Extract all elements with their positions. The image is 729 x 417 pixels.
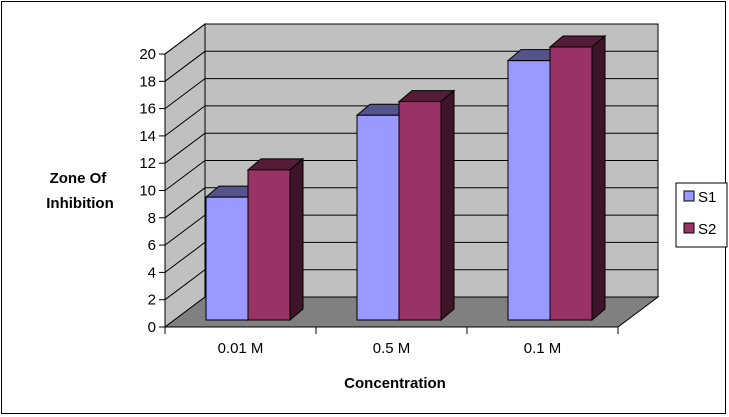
x-tick-label: 0.1 M bbox=[524, 340, 562, 357]
bar bbox=[246, 157, 305, 322]
bar-front bbox=[507, 60, 551, 321]
bar-front bbox=[205, 196, 249, 321]
x-axis-title: Concentration bbox=[344, 375, 446, 392]
gridline bbox=[164, 241, 658, 273]
y-tick-labels: 0 2 4 6 8 10 12 14 16 18 20 bbox=[139, 46, 156, 336]
bar bbox=[548, 34, 607, 322]
gridline bbox=[164, 50, 658, 82]
y-tick-label: 0 bbox=[148, 319, 156, 336]
gridline bbox=[164, 187, 658, 219]
y-tick-label: 12 bbox=[139, 155, 156, 172]
x-tick-labels: 0.01 M 0.5 M 0.1 M bbox=[218, 340, 562, 357]
y-tick-label: 4 bbox=[148, 264, 156, 281]
axes bbox=[159, 53, 619, 334]
bar bbox=[397, 89, 456, 322]
legend-label: S2 bbox=[698, 221, 716, 238]
bar-front bbox=[398, 101, 442, 321]
legend: S1 S2 bbox=[675, 182, 728, 248]
x-tick-label: 0.01 M bbox=[218, 340, 264, 357]
y-tick-label: 2 bbox=[148, 292, 156, 309]
gridline bbox=[164, 23, 658, 55]
y-tick-label: 8 bbox=[148, 210, 156, 227]
bar-side bbox=[289, 157, 304, 322]
x-tick-label: 0.5 M bbox=[373, 340, 411, 357]
gridline bbox=[164, 160, 658, 191]
y-tick-label: 16 bbox=[139, 101, 156, 118]
gridline bbox=[164, 132, 658, 164]
bars bbox=[204, 34, 607, 322]
bar-side bbox=[440, 89, 455, 322]
bar-front bbox=[549, 46, 593, 321]
legend-swatch bbox=[683, 190, 695, 202]
y-tick-label: 14 bbox=[139, 128, 156, 145]
gridline bbox=[164, 105, 658, 137]
y-tick-label: 6 bbox=[148, 237, 156, 254]
y-tick-label: 20 bbox=[139, 46, 156, 63]
legend-swatch bbox=[683, 222, 695, 234]
y-axis-title: Zone Of Inhibition bbox=[46, 170, 113, 212]
bar-front bbox=[247, 169, 291, 321]
legend-label: S1 bbox=[698, 189, 716, 206]
gridline bbox=[164, 214, 658, 246]
gridline bbox=[164, 78, 658, 109]
bar-side bbox=[591, 34, 606, 322]
gridline bbox=[164, 269, 658, 301]
y-tick-label: 18 bbox=[139, 73, 156, 90]
gridlines bbox=[164, 23, 658, 301]
bar-front bbox=[356, 114, 400, 321]
y-tick-label: 10 bbox=[139, 183, 156, 200]
